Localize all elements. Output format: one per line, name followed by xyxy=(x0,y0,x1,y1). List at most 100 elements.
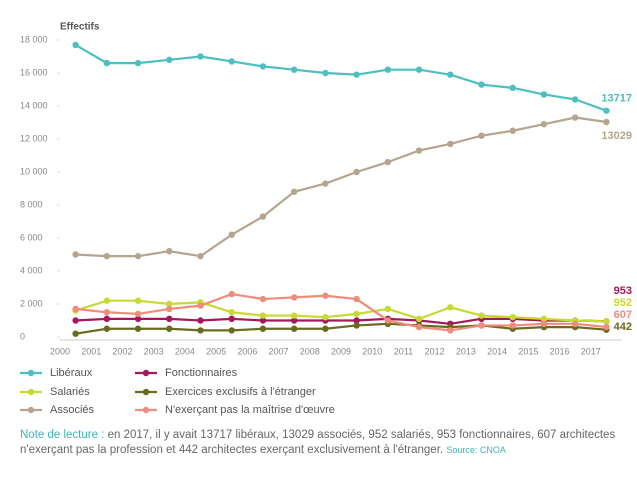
note: Note de lecture : en 2017, il y avait 13… xyxy=(20,428,620,458)
legend-dot xyxy=(142,388,150,396)
series-line xyxy=(75,322,607,335)
data-point xyxy=(415,147,423,154)
series-line xyxy=(75,116,607,258)
data-point xyxy=(290,325,298,332)
data-point xyxy=(166,248,173,255)
data-point xyxy=(103,325,111,332)
data-point xyxy=(290,66,298,73)
legend-dot xyxy=(142,369,150,377)
data-point xyxy=(134,297,142,304)
note-label: Note de lecture : xyxy=(20,429,105,441)
y-tick-label: 0 xyxy=(20,331,25,341)
data-point xyxy=(197,252,204,260)
data-point xyxy=(103,309,111,316)
data-point xyxy=(353,71,360,78)
y-tick-label: 12 000 xyxy=(20,133,48,143)
data-point xyxy=(509,322,516,329)
legend-label: Salariés xyxy=(50,386,90,398)
legend-label: Fonctionnaires xyxy=(165,367,238,379)
data-point xyxy=(478,81,485,88)
data-point xyxy=(384,158,392,166)
data-point xyxy=(259,295,267,303)
data-point xyxy=(166,305,173,313)
end-label: 13029 xyxy=(601,130,632,142)
data-point xyxy=(509,84,516,92)
data-point xyxy=(259,317,267,324)
data-point xyxy=(166,325,173,332)
data-point xyxy=(353,295,360,303)
legend-label: N'exerçant pas la maîtrise d'œuvre xyxy=(165,404,335,416)
x-tick-label: 2013 xyxy=(456,346,476,356)
data-point xyxy=(540,315,548,323)
data-point xyxy=(228,231,235,238)
legend-dot xyxy=(27,388,35,396)
data-point xyxy=(197,53,204,60)
end-label: 952 xyxy=(614,297,632,309)
data-point xyxy=(447,327,454,334)
data-point xyxy=(134,252,142,260)
data-point xyxy=(415,315,423,323)
x-tick-label: 2012 xyxy=(425,346,445,356)
chart: Effectifs 0 2 000 4 000 6 000 8 000 10 000 12 … xyxy=(20,22,632,416)
x-tick-label: 2017 xyxy=(581,346,601,356)
legend-label: Libéraux xyxy=(50,367,93,379)
x-tick-label: 2005 xyxy=(206,346,226,356)
data-point xyxy=(259,63,267,70)
data-point xyxy=(134,310,142,318)
data-point xyxy=(103,59,111,67)
data-point xyxy=(322,292,329,299)
data-point xyxy=(290,188,298,195)
legend-label: Exercices exclusifs à l'étranger xyxy=(165,386,316,398)
y-tick-label: 4 000 xyxy=(20,265,43,275)
note-text: en 2017, il y avait 13717 libéraux, 1302… xyxy=(20,429,616,456)
x-tick-label: 2006 xyxy=(237,346,257,356)
x-tick-label: 2004 xyxy=(175,346,195,356)
data-point xyxy=(134,315,142,323)
data-point xyxy=(134,59,142,67)
x-tick-label: 2001 xyxy=(81,346,101,356)
data-point xyxy=(290,294,298,301)
data-point xyxy=(447,304,454,311)
chart-title: Effectifs xyxy=(60,22,100,33)
data-point xyxy=(571,114,579,121)
data-point xyxy=(322,180,329,187)
data-point xyxy=(415,66,423,73)
data-point xyxy=(478,322,485,329)
data-point xyxy=(259,312,267,319)
y-tick-label: 16 000 xyxy=(20,67,48,77)
x-tick-label: 2014 xyxy=(487,346,507,356)
y-tick-label: 14 000 xyxy=(20,100,48,110)
data-point xyxy=(259,213,267,220)
x-tick-label: 2011 xyxy=(394,346,413,356)
data-point xyxy=(228,290,235,298)
y-tick-label: 8 000 xyxy=(20,199,43,209)
data-point xyxy=(228,58,235,65)
legend-dot xyxy=(142,406,150,414)
legend-dot xyxy=(27,369,35,377)
y-tick-label: 2 000 xyxy=(20,298,43,308)
note-source: Source: CNOA xyxy=(446,445,506,455)
data-point xyxy=(384,317,392,324)
x-tick-label: 2003 xyxy=(144,346,164,356)
data-point xyxy=(603,318,610,325)
y-tick-label: 6 000 xyxy=(20,232,43,242)
end-label: 953 xyxy=(614,285,632,297)
end-label: 442 xyxy=(614,321,632,333)
x-tick-label: 2010 xyxy=(362,346,382,356)
data-point xyxy=(353,317,360,324)
x-tick-label: 2002 xyxy=(112,346,132,356)
series-line xyxy=(75,299,607,323)
data-point xyxy=(197,327,204,334)
data-point xyxy=(384,66,392,73)
data-point xyxy=(228,315,235,323)
data-point xyxy=(540,320,548,327)
y-tick-label: 18 000 xyxy=(20,34,48,44)
data-point xyxy=(228,327,235,334)
data-point xyxy=(322,314,329,321)
x-tick-label: 2008 xyxy=(300,346,320,356)
data-point xyxy=(197,302,204,309)
data-point xyxy=(540,120,548,128)
data-point xyxy=(603,107,610,114)
x-tick-label: 2000 xyxy=(50,346,70,356)
data-point xyxy=(384,305,392,313)
